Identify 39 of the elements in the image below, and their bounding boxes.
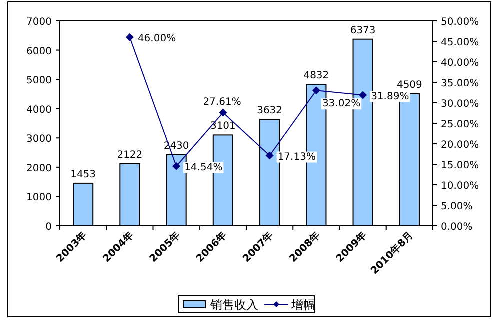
- y2-tick-label: 15.00%: [441, 160, 480, 172]
- data-label: 2122: [117, 150, 143, 161]
- data-label: 1453: [70, 169, 96, 180]
- y2-tick-label: 45.00%: [441, 38, 480, 48]
- y-tick-label: 5000: [26, 76, 52, 87]
- y2-tick-label: 30.00%: [441, 99, 480, 110]
- point: [219, 108, 228, 117]
- data-label: 33.02%: [322, 98, 361, 110]
- y2-tick-label: 10.00%: [441, 181, 480, 192]
- point: [312, 86, 320, 95]
- point: [126, 33, 134, 42]
- y-tick-label: 4000: [26, 104, 52, 116]
- data-label: 27.61%: [203, 96, 242, 108]
- y2-tick-label: 40.00%: [441, 58, 480, 69]
- data-label: 46.00%: [138, 33, 176, 44]
- data-label: 6373: [350, 25, 376, 36]
- y2-tick-label: 20.00%: [441, 140, 480, 151]
- point: [359, 91, 368, 100]
- y2-tick-label: 5.00%: [441, 202, 473, 212]
- data-label: 17.13%: [278, 152, 316, 163]
- data-label: 3632: [257, 106, 283, 117]
- data-label: 4509: [396, 80, 422, 91]
- y-tick-label: 3000: [26, 134, 52, 146]
- y2-tick-label: 0.00%: [441, 222, 473, 233]
- y-tick-label: 7000: [26, 17, 52, 28]
- data-label: 14.54%: [184, 162, 223, 174]
- data-label: 3101: [210, 121, 236, 132]
- y2-tick-label: 25.00%: [441, 120, 480, 130]
- y2-tick-label: 35.00%: [441, 78, 480, 90]
- point: [172, 162, 181, 170]
- data-label: 4832: [304, 70, 330, 82]
- y-tick-label: 0: [46, 222, 52, 233]
- y-tick-label: 6000: [26, 46, 52, 58]
- point: [266, 152, 274, 160]
- y-tick-label: 2000: [26, 163, 52, 174]
- data-label: 31.89%: [371, 91, 410, 102]
- y2-tick-label: 50.00%: [441, 17, 480, 28]
- legend-label: 销售收入: [210, 298, 258, 312]
- y-tick-label: 1000: [26, 192, 52, 204]
